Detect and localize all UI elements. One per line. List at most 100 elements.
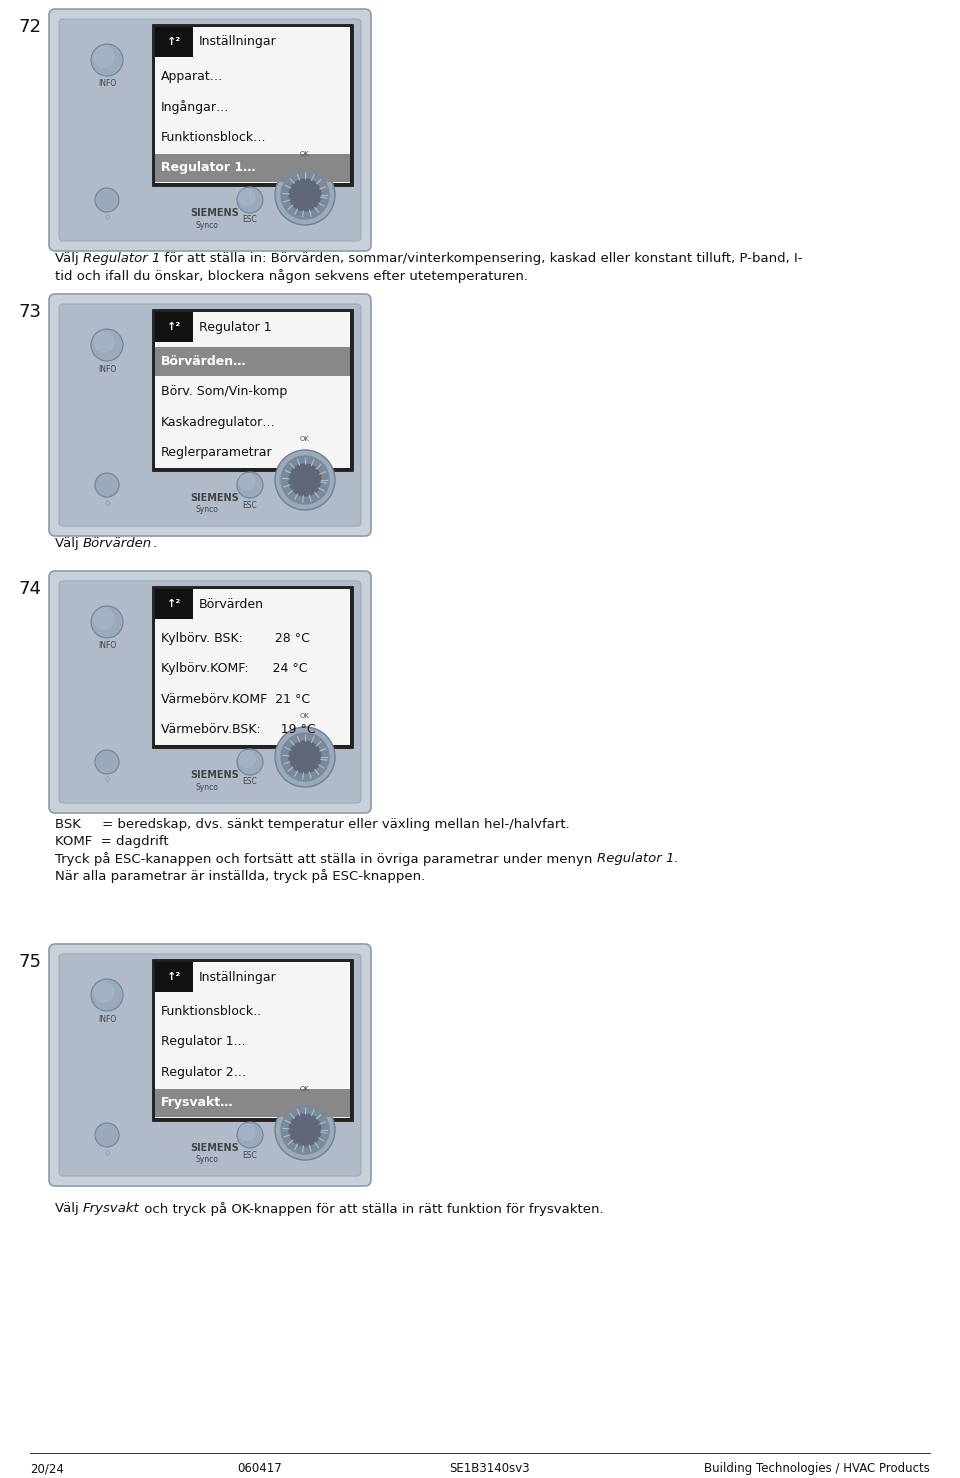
- Text: Inställningar: Inställningar: [199, 971, 276, 983]
- Circle shape: [237, 188, 263, 213]
- Bar: [155, 590, 193, 619]
- Circle shape: [94, 333, 114, 352]
- FancyBboxPatch shape: [59, 953, 361, 1176]
- Text: Regulator 1: Regulator 1: [199, 321, 272, 334]
- Text: ESC: ESC: [243, 501, 257, 510]
- Text: SIEMENS: SIEMENS: [190, 494, 239, 503]
- Text: Regulator 1...: Regulator 1...: [161, 1035, 246, 1048]
- Text: 74: 74: [18, 579, 41, 599]
- Text: INFO: INFO: [98, 365, 116, 374]
- FancyBboxPatch shape: [59, 581, 361, 803]
- FancyBboxPatch shape: [59, 304, 361, 526]
- Circle shape: [281, 733, 329, 780]
- Text: Frysvakt…: Frysvakt…: [161, 1097, 233, 1110]
- Text: Funktionsblock…: Funktionsblock…: [161, 130, 267, 143]
- Text: Börvärden…: Börvärden…: [161, 355, 247, 368]
- Circle shape: [91, 606, 123, 638]
- Circle shape: [275, 166, 335, 225]
- Text: tid och ifall du önskar, blockera någon sekvens efter utetemperaturen.: tid och ifall du önskar, blockera någon …: [55, 269, 528, 282]
- Text: Funktionsblock..: Funktionsblock..: [161, 1005, 262, 1018]
- Text: och tryck på OK-knappen för att ställa in rätt funktion för frysvakten.: och tryck på OK-knappen för att ställa i…: [140, 1202, 604, 1216]
- Text: Building Technologies / HVAC Products: Building Technologies / HVAC Products: [704, 1462, 930, 1475]
- FancyBboxPatch shape: [49, 571, 371, 813]
- FancyBboxPatch shape: [49, 9, 371, 251]
- Text: OK: OK: [300, 436, 310, 442]
- Text: ↑²: ↑²: [167, 322, 181, 333]
- Bar: [155, 1088, 350, 1117]
- Circle shape: [289, 740, 321, 773]
- Text: Värmebörv.KOMF  21 °C: Värmebörv.KOMF 21 °C: [161, 693, 310, 706]
- Text: för att ställa in: Börvärden, sommar/vinterkompensering, kaskad eller konstant t: för att ställa in: Börvärden, sommar/vin…: [160, 253, 803, 265]
- Text: Reglerparametrar: Reglerparametrar: [161, 446, 273, 460]
- Bar: [155, 27, 350, 183]
- Bar: [155, 962, 350, 1117]
- Text: ♢: ♢: [104, 213, 110, 223]
- Bar: [152, 959, 353, 1120]
- Text: Kylbörv.KOMF:      24 °C: Kylbörv.KOMF: 24 °C: [161, 662, 307, 675]
- Text: Ingångar…: Ingångar…: [161, 101, 229, 114]
- Text: När alla parametrar är inställda, tryck på ESC-knappen.: När alla parametrar är inställda, tryck …: [55, 869, 425, 882]
- Circle shape: [95, 188, 119, 211]
- Text: Apparat…: Apparat…: [161, 69, 224, 83]
- Text: SIEMENS: SIEMENS: [190, 770, 239, 780]
- Text: Kylbörv. BSK:        28 °C: Kylbörv. BSK: 28 °C: [161, 631, 310, 644]
- Text: .: .: [152, 537, 156, 550]
- Text: BSK     = beredskap, dvs. sänkt temperatur eller växling mellan hel-/halvfart.: BSK = beredskap, dvs. sänkt temperatur e…: [55, 817, 569, 831]
- Text: 72: 72: [18, 18, 41, 35]
- Text: ESC: ESC: [243, 1150, 257, 1160]
- Text: Kaskadregulator…: Kaskadregulator…: [161, 415, 276, 429]
- Text: INFO: INFO: [98, 641, 116, 650]
- Circle shape: [239, 1123, 255, 1140]
- FancyBboxPatch shape: [49, 294, 371, 537]
- Circle shape: [95, 1123, 119, 1147]
- Text: INFO: INFO: [98, 1014, 116, 1023]
- Text: Frysvakt: Frysvakt: [83, 1202, 140, 1215]
- Text: 75: 75: [18, 953, 41, 971]
- Text: ESC: ESC: [243, 777, 257, 786]
- Text: Inställningar: Inställningar: [199, 35, 276, 49]
- Circle shape: [275, 449, 335, 510]
- Bar: [155, 590, 350, 745]
- Bar: [155, 347, 350, 375]
- Text: Börv. Som/Vin-komp: Börv. Som/Vin-komp: [161, 386, 287, 398]
- Text: KOMF  = dagdrift: KOMF = dagdrift: [55, 835, 169, 848]
- Text: Välj: Välj: [55, 253, 83, 265]
- Text: OK: OK: [300, 151, 310, 157]
- Bar: [155, 154, 350, 182]
- Text: ♢: ♢: [104, 498, 110, 507]
- Text: 20/24: 20/24: [30, 1462, 64, 1475]
- Circle shape: [94, 609, 114, 630]
- Text: 73: 73: [18, 303, 41, 321]
- Text: Börvärden: Börvärden: [83, 537, 152, 550]
- Text: SIEMENS: SIEMENS: [190, 1142, 239, 1153]
- Text: Börvärden: Börvärden: [199, 597, 264, 610]
- Bar: [155, 312, 193, 341]
- Circle shape: [239, 474, 255, 491]
- Circle shape: [275, 1100, 335, 1160]
- Circle shape: [281, 1106, 329, 1154]
- Text: INFO: INFO: [98, 80, 116, 89]
- Text: SIEMENS: SIEMENS: [190, 208, 239, 217]
- Text: ↑²: ↑²: [167, 973, 181, 981]
- Text: SE1B3140sv3: SE1B3140sv3: [449, 1462, 530, 1475]
- Text: Regulator 1…: Regulator 1…: [161, 161, 255, 174]
- Text: Synco: Synco: [195, 782, 218, 792]
- Text: ↑²: ↑²: [167, 37, 181, 47]
- FancyBboxPatch shape: [59, 19, 361, 241]
- Text: .: .: [674, 851, 678, 865]
- Circle shape: [281, 457, 329, 504]
- Circle shape: [289, 1114, 321, 1145]
- Bar: [155, 312, 350, 469]
- Circle shape: [289, 464, 321, 497]
- FancyBboxPatch shape: [49, 944, 371, 1185]
- Circle shape: [91, 44, 123, 75]
- Circle shape: [237, 1122, 263, 1148]
- Text: 060417: 060417: [238, 1462, 282, 1475]
- Circle shape: [289, 179, 321, 211]
- Circle shape: [275, 727, 335, 786]
- Text: Välj: Välj: [55, 537, 83, 550]
- Circle shape: [281, 171, 329, 219]
- Circle shape: [237, 749, 263, 774]
- Bar: [152, 585, 353, 748]
- Text: Regulator 1: Regulator 1: [596, 851, 674, 865]
